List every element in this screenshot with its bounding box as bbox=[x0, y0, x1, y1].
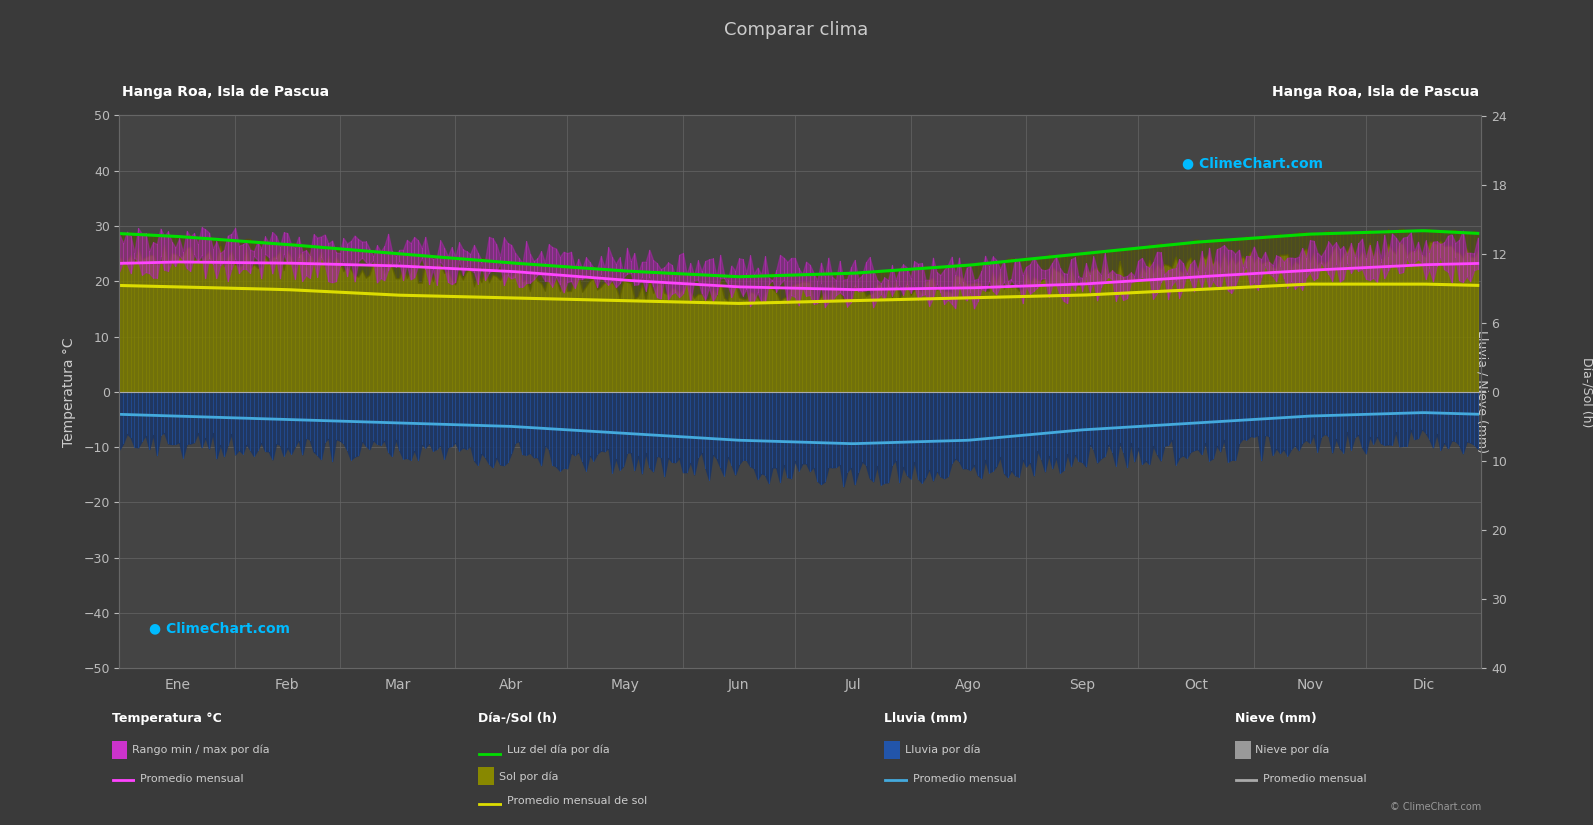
Text: Nieve por día: Nieve por día bbox=[1255, 745, 1330, 755]
Text: Comparar clima: Comparar clima bbox=[725, 21, 868, 39]
Text: Luz del día por día: Luz del día por día bbox=[507, 745, 610, 755]
Text: Lluvia por día: Lluvia por día bbox=[905, 745, 980, 755]
Text: Rango min / max por día: Rango min / max por día bbox=[132, 745, 269, 755]
Text: Promedio mensual: Promedio mensual bbox=[913, 774, 1016, 784]
Text: Promedio mensual de sol: Promedio mensual de sol bbox=[507, 796, 647, 806]
Y-axis label: Temperatura °C: Temperatura °C bbox=[62, 337, 76, 446]
Text: Promedio mensual: Promedio mensual bbox=[140, 774, 244, 784]
Text: ● ClimeChart.com: ● ClimeChart.com bbox=[1182, 157, 1322, 171]
Text: Día-/Sol (h): Día-/Sol (h) bbox=[478, 712, 558, 725]
Y-axis label: Día-/Sol (h)






Lluvia / Nieve (mm): Día-/Sol (h) Lluvia / Nieve (mm) bbox=[1475, 330, 1593, 454]
Text: Sol por día: Sol por día bbox=[499, 771, 558, 781]
Text: Nieve (mm): Nieve (mm) bbox=[1235, 712, 1316, 725]
Text: ● ClimeChart.com: ● ClimeChart.com bbox=[150, 621, 290, 635]
Text: Lluvia (mm): Lluvia (mm) bbox=[884, 712, 969, 725]
Text: Hanga Roa, Isla de Pascua: Hanga Roa, Isla de Pascua bbox=[123, 85, 330, 99]
Text: Temperatura °C: Temperatura °C bbox=[112, 712, 221, 725]
Text: Promedio mensual: Promedio mensual bbox=[1263, 774, 1367, 784]
Text: © ClimeChart.com: © ClimeChart.com bbox=[1391, 802, 1481, 812]
Text: Hanga Roa, Isla de Pascua: Hanga Roa, Isla de Pascua bbox=[1271, 85, 1478, 99]
